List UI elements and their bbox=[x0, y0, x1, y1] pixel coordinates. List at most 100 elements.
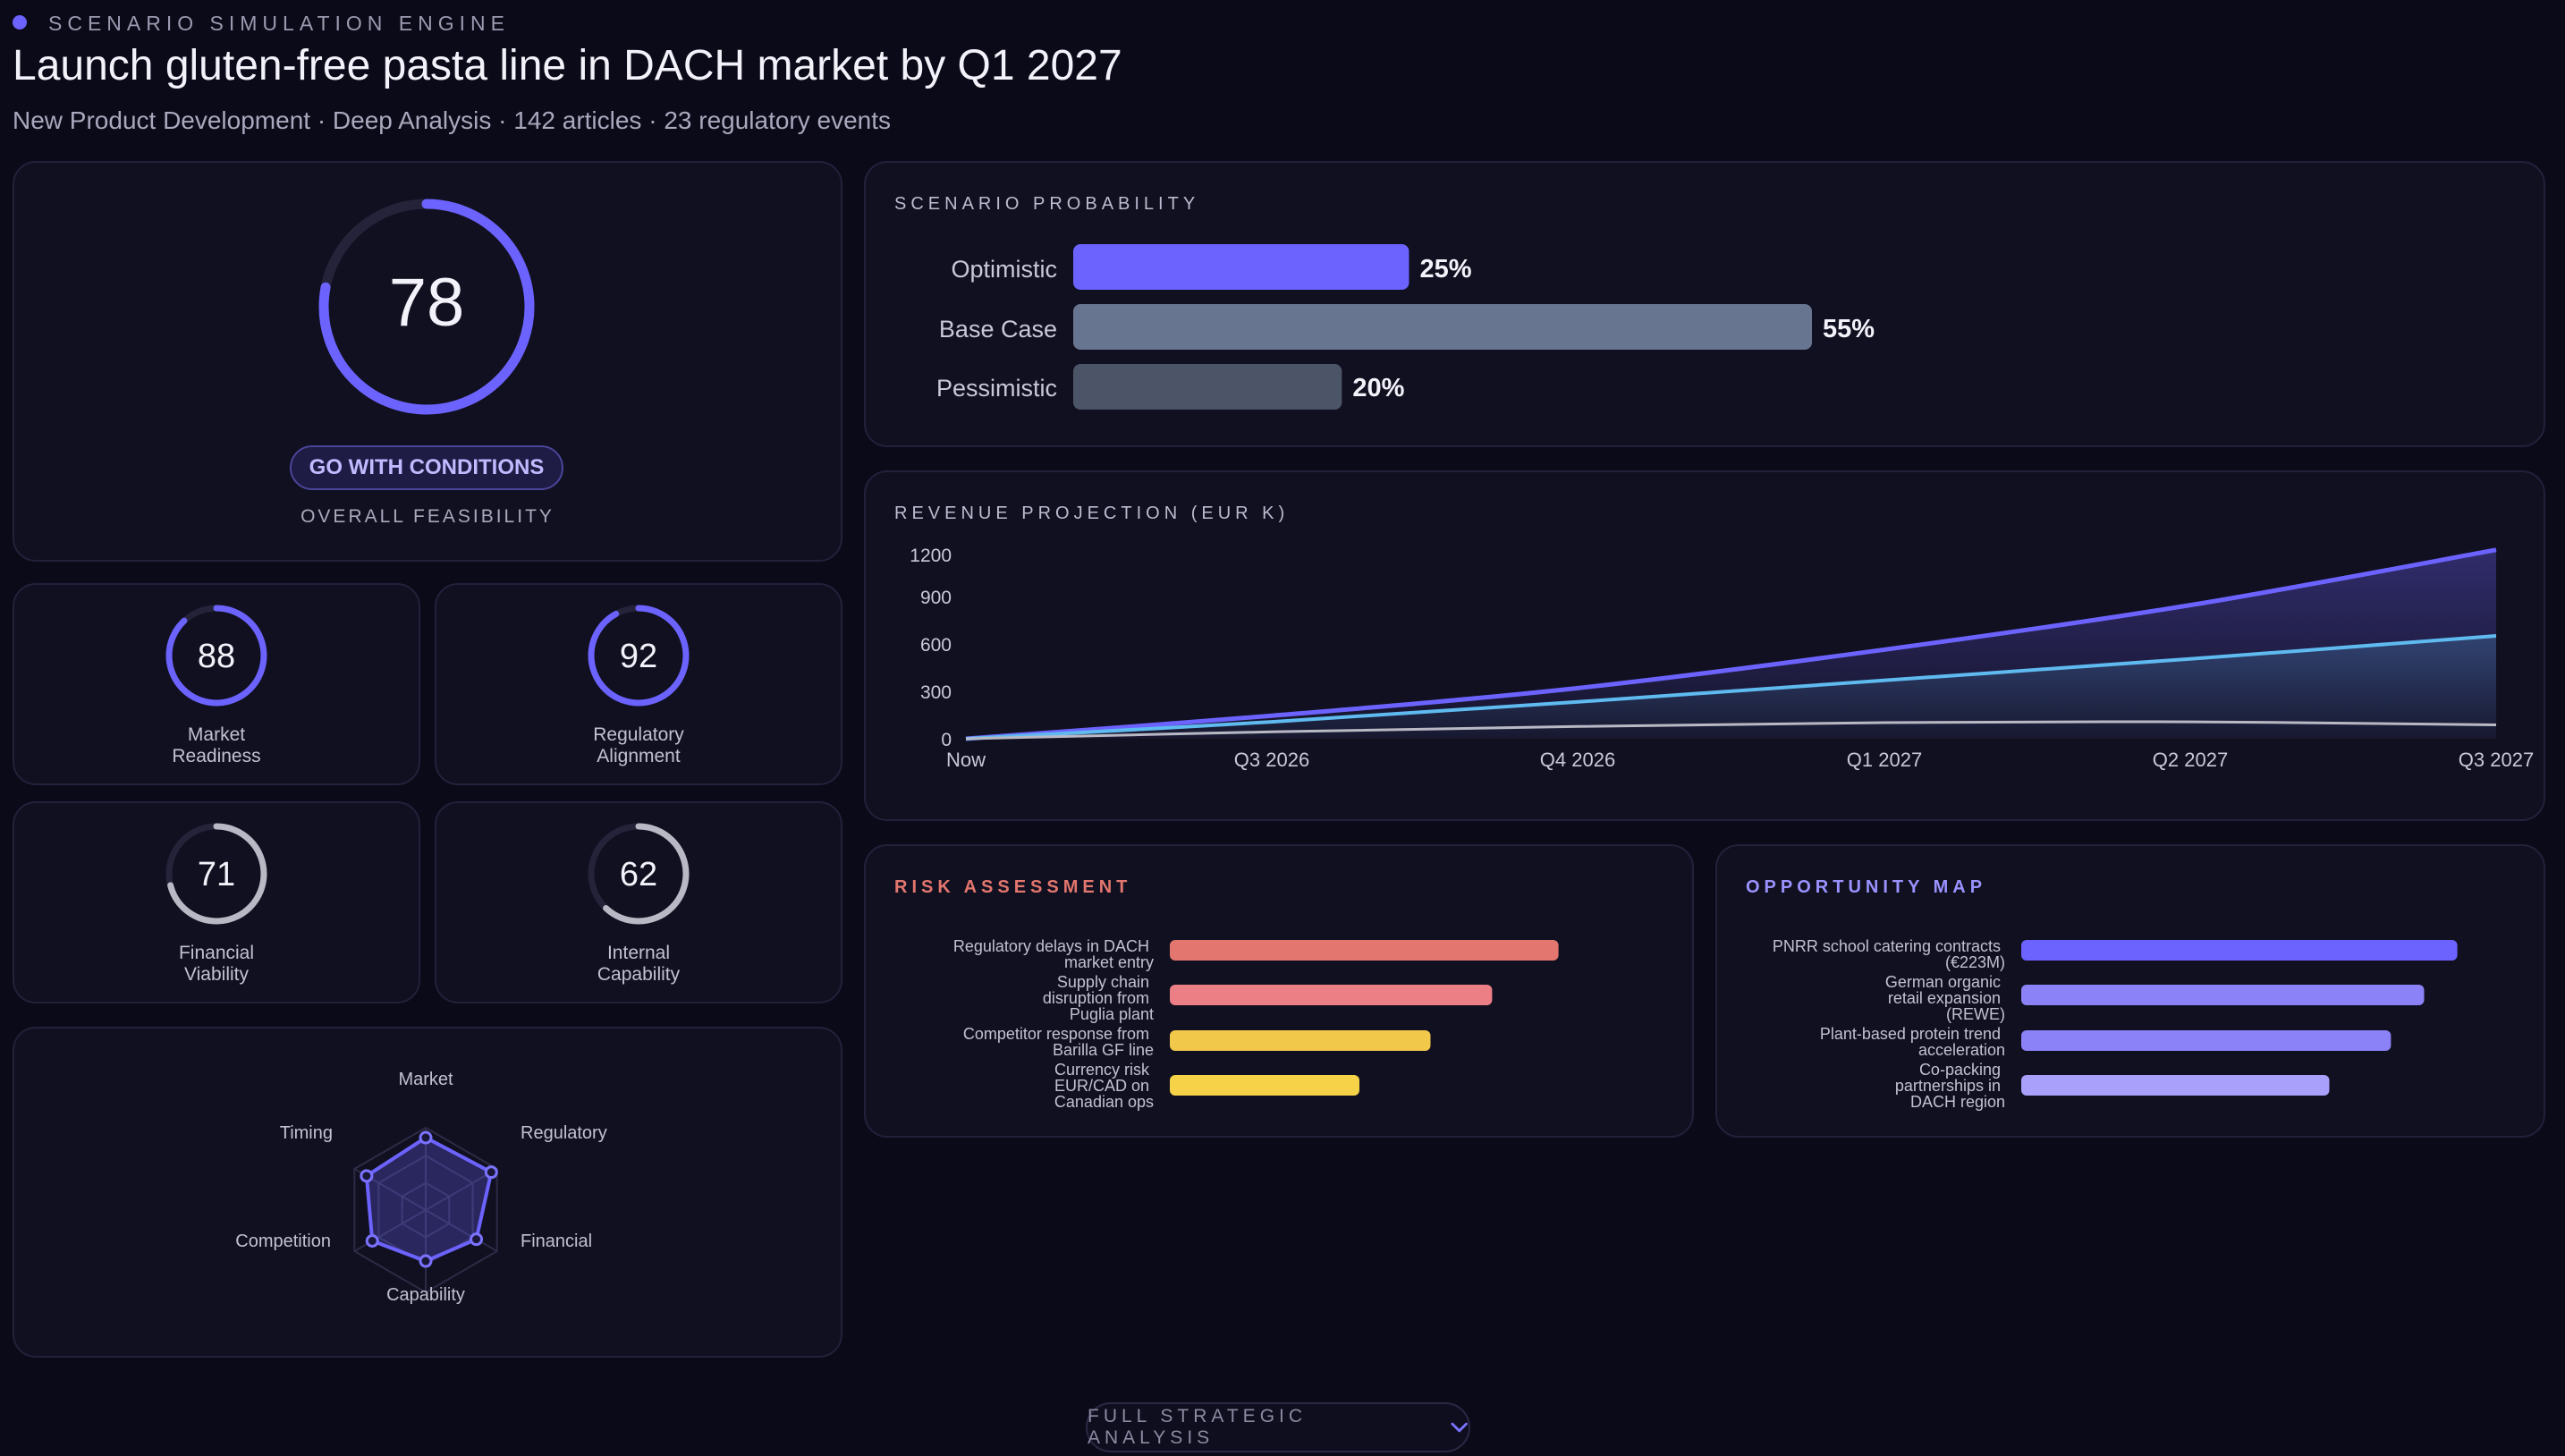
subscore-card-regulatory bbox=[435, 583, 842, 785]
radar-point bbox=[419, 1254, 433, 1268]
revenue-line-optimistic bbox=[965, 547, 2497, 741]
x-tick-q2-2027: Q2 2027 bbox=[2153, 749, 2228, 771]
opportunity-bar-3 bbox=[2021, 1030, 2391, 1051]
full-analysis-label: FULL STRATEGIC ANALYSIS bbox=[1088, 1406, 1308, 1448]
y-tick-1200: 1200 bbox=[910, 546, 952, 566]
x-tick-q3-2027: Q3 2027 bbox=[2459, 749, 2534, 771]
risk-bar-1 bbox=[1170, 940, 1559, 961]
subscore-value: 92 bbox=[620, 638, 657, 675]
feasibility-gauge: 78 bbox=[318, 199, 535, 415]
revenue-area-base bbox=[966, 635, 2496, 739]
feasibility-score: 78 bbox=[389, 265, 465, 341]
chevron-down-icon bbox=[1451, 1422, 1468, 1433]
verdict-badge[interactable]: GO WITH CONDITIONS bbox=[290, 445, 563, 490]
probability-bar-pessimistic bbox=[1073, 364, 1342, 410]
opportunity-title: OPPORTUNITY MAP bbox=[1746, 877, 1987, 897]
subscore-label-line1: Financial bbox=[179, 943, 254, 963]
risk-label-3: Competitor response from Barilla GF line bbox=[963, 1025, 1154, 1059]
subscore-arc bbox=[165, 823, 267, 925]
risk-bar-4 bbox=[1170, 1075, 1359, 1096]
probability-value-base: 55% bbox=[1823, 315, 1875, 343]
status-dot bbox=[13, 15, 27, 30]
x-tick-q4-2026: Q4 2026 bbox=[1540, 749, 1615, 771]
revenue-chart: 1200 900 600 300 0 Now Q3 2026 Q4 2026 Q… bbox=[910, 546, 2534, 771]
page-subtitle: New Product Development · Deep Analysis … bbox=[13, 106, 892, 134]
probability-label-base: Base Case bbox=[939, 316, 1057, 343]
radar-point bbox=[365, 1234, 379, 1248]
risk-label-4: Currency risk EUR/CAD on Canadian ops bbox=[1054, 1061, 1154, 1111]
radar-axis-regulatory: Regulatory bbox=[521, 1123, 607, 1143]
y-tick-600: 600 bbox=[920, 635, 952, 656]
probability-title: SCENARIO PROBABILITY bbox=[894, 194, 1200, 214]
y-tick-0: 0 bbox=[941, 730, 952, 750]
subscore-card-financial bbox=[13, 801, 420, 1003]
subscore-value: 62 bbox=[620, 856, 657, 893]
radar-card bbox=[13, 1027, 842, 1358]
revenue-line-pessimistic bbox=[965, 720, 2497, 741]
opportunity-label-2: German organic retail expansion (REWE) bbox=[1885, 973, 2005, 1023]
opportunity-label-3: Plant-based protein trend acceleration bbox=[1820, 1025, 2005, 1059]
subscore-card-market bbox=[13, 583, 420, 785]
subscore-regulatory: 92 Regulatory Alignment bbox=[588, 605, 690, 766]
feasibility-label: OVERALL FEASIBILITY bbox=[301, 506, 554, 527]
opportunity-label-4: Co-packing partnerships in DACH region bbox=[1895, 1061, 2005, 1111]
risk-chart: Regulatory delays in DACH market entry S… bbox=[953, 937, 1559, 1111]
full-analysis-button[interactable]: FULL STRATEGIC ANALYSIS bbox=[1086, 1402, 1470, 1452]
opportunity-bar-1 bbox=[2021, 940, 2458, 961]
subscore-arc bbox=[588, 823, 690, 925]
risk-label-2: Supply chain disruption from Puglia plan… bbox=[1043, 973, 1154, 1023]
risk-label-1: Regulatory delays in DACH market entry bbox=[953, 937, 1154, 971]
radar-point bbox=[419, 1130, 433, 1145]
page-title: Launch gluten-free pasta line in DACH ma… bbox=[13, 42, 1122, 89]
probability-label-pessimistic: Pessimistic bbox=[936, 375, 1057, 402]
risk-title: RISK ASSESSMENT bbox=[894, 877, 1132, 897]
subscore-arc bbox=[588, 605, 690, 707]
probability-label-optimistic: Optimistic bbox=[951, 256, 1057, 283]
probability-value-pessimistic: 20% bbox=[1352, 374, 1404, 402]
radar-axis-financial: Financial bbox=[521, 1232, 592, 1251]
x-tick-q3-2026: Q3 2026 bbox=[1234, 749, 1309, 771]
radar-point bbox=[360, 1169, 374, 1183]
x-tick-q1-2027: Q1 2027 bbox=[1847, 749, 1922, 771]
subscore-card-capability bbox=[435, 801, 842, 1003]
probability-bar-base bbox=[1073, 304, 1812, 350]
probability-bar-optimistic bbox=[1073, 244, 1409, 290]
risk-bar-3 bbox=[1170, 1030, 1431, 1051]
opportunity-bar-2 bbox=[2021, 985, 2425, 1005]
subscore-label-line2: Capability bbox=[597, 964, 681, 985]
subscore-capability: 62 Internal Capability bbox=[588, 823, 690, 985]
opportunity-label-1: PNRR school catering contracts (€223M) bbox=[1773, 937, 2005, 971]
risk-bar-2 bbox=[1170, 985, 1493, 1005]
radar-chart: Market Regulatory Financial Capability C… bbox=[235, 1070, 607, 1305]
subscore-financial: 71 Financial Viability bbox=[165, 823, 267, 985]
radar-axis-capability: Capability bbox=[386, 1285, 465, 1305]
subscore-label-line2: Alignment bbox=[597, 746, 681, 766]
radar-point bbox=[470, 1232, 484, 1247]
subscore-value: 88 bbox=[198, 638, 235, 675]
subscore-label-line1: Market bbox=[188, 724, 245, 745]
opportunity-chart: PNRR school catering contracts (€223M) G… bbox=[1773, 937, 2458, 1111]
subscore-market: 88 Market Readiness bbox=[165, 605, 267, 766]
subscore-label-line1: Regulatory bbox=[593, 724, 684, 745]
revenue-title: REVENUE PROJECTION (EUR K) bbox=[894, 504, 1290, 523]
opportunity-bar-4 bbox=[2021, 1075, 2330, 1096]
radar-grid-spoke bbox=[353, 1209, 427, 1252]
radar-axis-competition: Competition bbox=[235, 1232, 331, 1251]
probability-chart: Optimistic Base Case Pessimistic 25% 55%… bbox=[936, 244, 1875, 410]
subscore-label-line2: Viability bbox=[184, 964, 249, 985]
radar-grid-spoke bbox=[425, 1168, 498, 1211]
x-tick-now: Now bbox=[946, 749, 986, 771]
subscore-label-line1: Internal bbox=[607, 943, 670, 963]
eyebrow-label: SCENARIO SIMULATION ENGINE bbox=[48, 12, 510, 35]
subscore-arc bbox=[165, 605, 267, 707]
radar-grid-spoke bbox=[425, 1209, 498, 1252]
feasibility-card bbox=[13, 161, 842, 562]
y-tick-900: 900 bbox=[920, 588, 952, 608]
probability-value-optimistic: 25% bbox=[1419, 255, 1471, 284]
radar-point bbox=[484, 1165, 498, 1180]
feasibility-arc bbox=[318, 199, 535, 415]
y-tick-300: 300 bbox=[920, 682, 952, 703]
subscore-label-line2: Readiness bbox=[172, 746, 260, 766]
radar-axis-market: Market bbox=[398, 1070, 453, 1089]
radar-axis-timing: Timing bbox=[280, 1123, 333, 1143]
